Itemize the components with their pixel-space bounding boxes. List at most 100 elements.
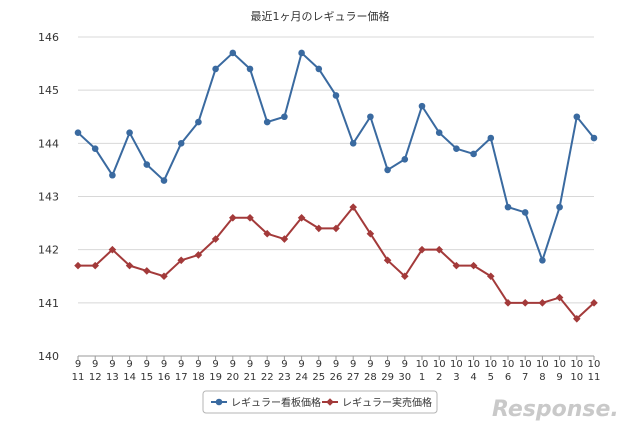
chart-title: 最近1ヶ月のレギュラー価格 (251, 9, 390, 23)
data-point (143, 161, 151, 168)
data-point (229, 213, 237, 222)
x-tick-label-month: 9 (230, 359, 236, 370)
data-point (453, 145, 460, 152)
x-tick-label-day: 20 (226, 372, 239, 383)
x-tick-label-month: 9 (92, 359, 98, 370)
x-tick-label-month: 9 (264, 359, 270, 370)
y-tick-label: 142 (38, 244, 59, 257)
x-tick-label-month: 10 (570, 359, 583, 370)
grid-lines (78, 36, 594, 357)
x-tick-label-day: 3 (453, 372, 459, 383)
x-tick-label-month: 9 (109, 359, 115, 370)
x-tick-label-month: 10 (433, 359, 446, 370)
x-tick-label-day: 18 (192, 372, 205, 383)
x-tick-label-day: 26 (330, 372, 343, 383)
x-tick-label-day: 23 (278, 372, 291, 383)
x-tick-label-month: 10 (553, 359, 566, 370)
data-point (366, 229, 375, 238)
data-point (109, 171, 116, 179)
x-tick-label-day: 2 (436, 372, 442, 383)
y-tick-label: 146 (38, 31, 59, 44)
data-point (160, 272, 168, 281)
data-point (143, 267, 151, 275)
x-tick-label-month: 10 (519, 359, 532, 370)
legend: レギュラー看板価格 レギュラー実売価格 (202, 390, 438, 414)
data-point (418, 102, 426, 110)
legend-box (202, 390, 438, 414)
data-point (246, 65, 254, 73)
x-tick-label-day: 5 (488, 372, 494, 383)
x-tick-label-day: 1 (419, 372, 425, 383)
legend-marker (326, 398, 334, 406)
data-point (297, 213, 306, 222)
data-point (298, 49, 305, 57)
x-tick-label-month: 10 (536, 359, 549, 370)
data-point (349, 140, 357, 147)
data-point (590, 134, 598, 142)
data-point (556, 203, 563, 211)
x-tick-label-month: 9 (161, 359, 167, 370)
x-tick-label-month: 9 (144, 359, 150, 370)
data-point (281, 113, 288, 121)
data-point (418, 245, 426, 254)
legend-marker (215, 398, 223, 406)
data-point (332, 92, 340, 99)
x-tick-label-day: 17 (175, 372, 188, 383)
data-point (539, 257, 546, 264)
x-tick-label-day: 10 (570, 372, 583, 383)
y-tick-label: 144 (38, 137, 59, 150)
data-point (367, 113, 374, 121)
data-point (452, 261, 461, 270)
x-tick-label-day: 24 (295, 372, 308, 383)
x-tick-label-day: 15 (140, 372, 153, 383)
data-point (91, 261, 99, 270)
series-line-2 (78, 206, 595, 320)
data-point (212, 65, 219, 73)
x-tick-label-month: 9 (195, 359, 201, 370)
data-point (315, 224, 323, 233)
data-point (263, 118, 271, 126)
data-point (435, 129, 443, 136)
x-tick-label-month: 9 (212, 359, 218, 370)
data-point (160, 177, 168, 184)
x-axis: 9119129139149159169179189199209219229239… (72, 355, 601, 383)
x-tick-label-month: 9 (384, 359, 390, 370)
x-tick-label-month: 10 (502, 359, 515, 370)
data-point (280, 235, 289, 243)
x-tick-label-day: 14 (123, 372, 136, 383)
data-point (487, 134, 495, 142)
x-tick-label-day: 28 (364, 372, 377, 383)
x-tick-label-month: 10 (588, 359, 601, 370)
x-tick-label-month: 9 (350, 359, 356, 370)
data-point (74, 129, 82, 136)
x-tick-label-day: 11 (72, 372, 85, 383)
x-tick-label-day: 8 (539, 372, 545, 383)
data-point (91, 145, 99, 152)
watermark-logo: Response. (492, 397, 619, 422)
data-point (177, 140, 185, 147)
x-tick-label-day: 7 (522, 372, 528, 383)
x-tick-label-day: 21 (244, 372, 257, 383)
x-tick-label-month: 9 (75, 359, 81, 370)
x-tick-label-day: 22 (261, 372, 274, 383)
x-tick-label-month: 9 (281, 359, 287, 370)
data-point (555, 293, 564, 302)
x-tick-label-month: 9 (316, 359, 322, 370)
x-tick-label-day: 4 (470, 372, 476, 383)
data-point (521, 209, 529, 216)
data-point (211, 235, 220, 243)
x-tick-label-month: 10 (484, 359, 497, 370)
x-tick-label-month: 9 (402, 359, 408, 370)
y-tick-label: 141 (38, 297, 59, 310)
data-point (74, 261, 82, 270)
data-point (195, 118, 202, 126)
x-tick-label-month: 10 (467, 359, 480, 370)
x-tick-label-day: 13 (106, 372, 119, 383)
data-point (126, 129, 133, 136)
data-point (590, 299, 598, 307)
x-tick-label-day: 19 (209, 372, 222, 383)
x-tick-label-day: 6 (505, 372, 511, 383)
y-tick-label: 143 (38, 191, 59, 204)
data-point (229, 49, 237, 57)
